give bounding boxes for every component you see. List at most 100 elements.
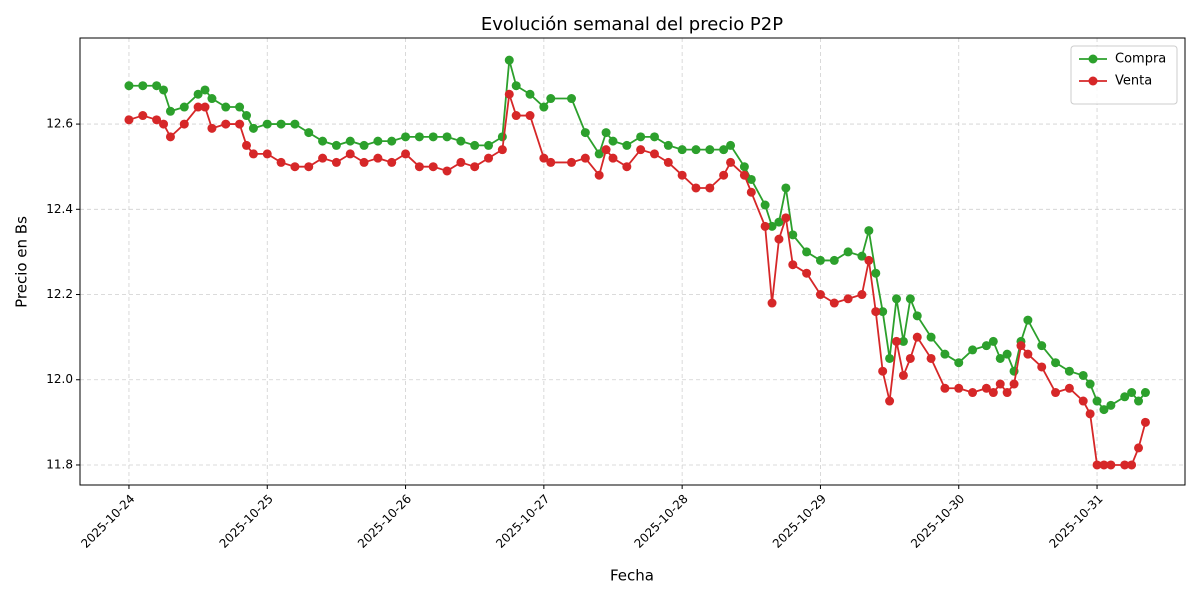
- point: [1106, 400, 1116, 410]
- point: [802, 247, 812, 257]
- point: [1120, 392, 1130, 402]
- point: [387, 136, 397, 146]
- point: [788, 230, 798, 240]
- point: [1023, 349, 1033, 359]
- point: [636, 145, 646, 155]
- point: [594, 170, 604, 180]
- point: [622, 140, 632, 150]
- point: [539, 153, 549, 163]
- point: [878, 307, 888, 317]
- point: [262, 119, 272, 129]
- point: [726, 140, 736, 150]
- point: [829, 255, 839, 265]
- point: [1051, 388, 1061, 398]
- point: [511, 81, 521, 91]
- legend-box: [1070, 45, 1178, 105]
- legend-marker: [1088, 54, 1098, 64]
- point: [124, 115, 134, 125]
- point: [262, 149, 272, 159]
- point: [1106, 460, 1116, 470]
- point: [995, 379, 1005, 389]
- point: [456, 157, 466, 167]
- point: [193, 102, 203, 112]
- point: [781, 213, 791, 223]
- point: [442, 166, 452, 176]
- point: [1127, 388, 1137, 398]
- point: [546, 157, 556, 167]
- point: [539, 102, 549, 112]
- point: [525, 111, 535, 121]
- point: [546, 94, 556, 104]
- chart-title: Evolución semanal del precio P2P: [481, 14, 783, 35]
- point: [857, 251, 867, 261]
- point: [304, 128, 314, 138]
- point: [1092, 460, 1102, 470]
- point: [871, 307, 881, 317]
- point: [940, 349, 950, 359]
- point: [926, 332, 936, 342]
- point: [442, 132, 452, 142]
- point: [705, 145, 715, 155]
- point: [387, 157, 397, 167]
- point: [331, 157, 341, 167]
- point: [988, 388, 998, 398]
- point: [484, 140, 494, 150]
- point: [781, 183, 791, 193]
- point: [207, 123, 217, 133]
- point: [892, 336, 902, 346]
- point: [1002, 349, 1012, 359]
- point: [940, 383, 950, 393]
- point: [663, 140, 673, 150]
- point: [691, 145, 701, 155]
- point: [165, 106, 175, 116]
- point: [497, 145, 507, 155]
- point: [1085, 409, 1095, 419]
- point: [207, 94, 217, 104]
- point: [318, 136, 328, 146]
- point: [580, 128, 590, 138]
- point: [484, 153, 494, 163]
- point: [774, 217, 784, 227]
- point: [1127, 460, 1137, 470]
- point: [649, 149, 659, 159]
- point: [988, 336, 998, 346]
- point: [179, 119, 189, 129]
- point: [401, 149, 411, 159]
- point: [954, 383, 964, 393]
- point: [746, 174, 756, 184]
- point: [594, 149, 604, 159]
- point: [193, 89, 203, 99]
- point: [414, 132, 424, 142]
- point: [995, 353, 1005, 363]
- point: [1064, 366, 1074, 376]
- point: [1140, 388, 1150, 398]
- y-tick-label: 12.4: [46, 202, 73, 216]
- point: [815, 290, 825, 300]
- point: [304, 162, 314, 172]
- point: [663, 157, 673, 167]
- point: [705, 183, 715, 193]
- point: [691, 183, 701, 193]
- point: [608, 153, 618, 163]
- point: [926, 353, 936, 363]
- point: [857, 290, 867, 300]
- point: [200, 102, 210, 112]
- point: [898, 370, 908, 380]
- point: [138, 81, 148, 91]
- x-axis-label: Fecha: [610, 567, 654, 585]
- point: [843, 247, 853, 257]
- point: [1099, 405, 1109, 415]
- point: [138, 111, 148, 121]
- point: [898, 336, 908, 346]
- point: [622, 162, 632, 172]
- point: [608, 136, 618, 146]
- point: [719, 145, 729, 155]
- point: [739, 170, 749, 180]
- point: [843, 294, 853, 304]
- point: [373, 153, 383, 163]
- point: [767, 221, 777, 231]
- point: [345, 149, 355, 159]
- point: [760, 200, 770, 210]
- point: [1085, 379, 1095, 389]
